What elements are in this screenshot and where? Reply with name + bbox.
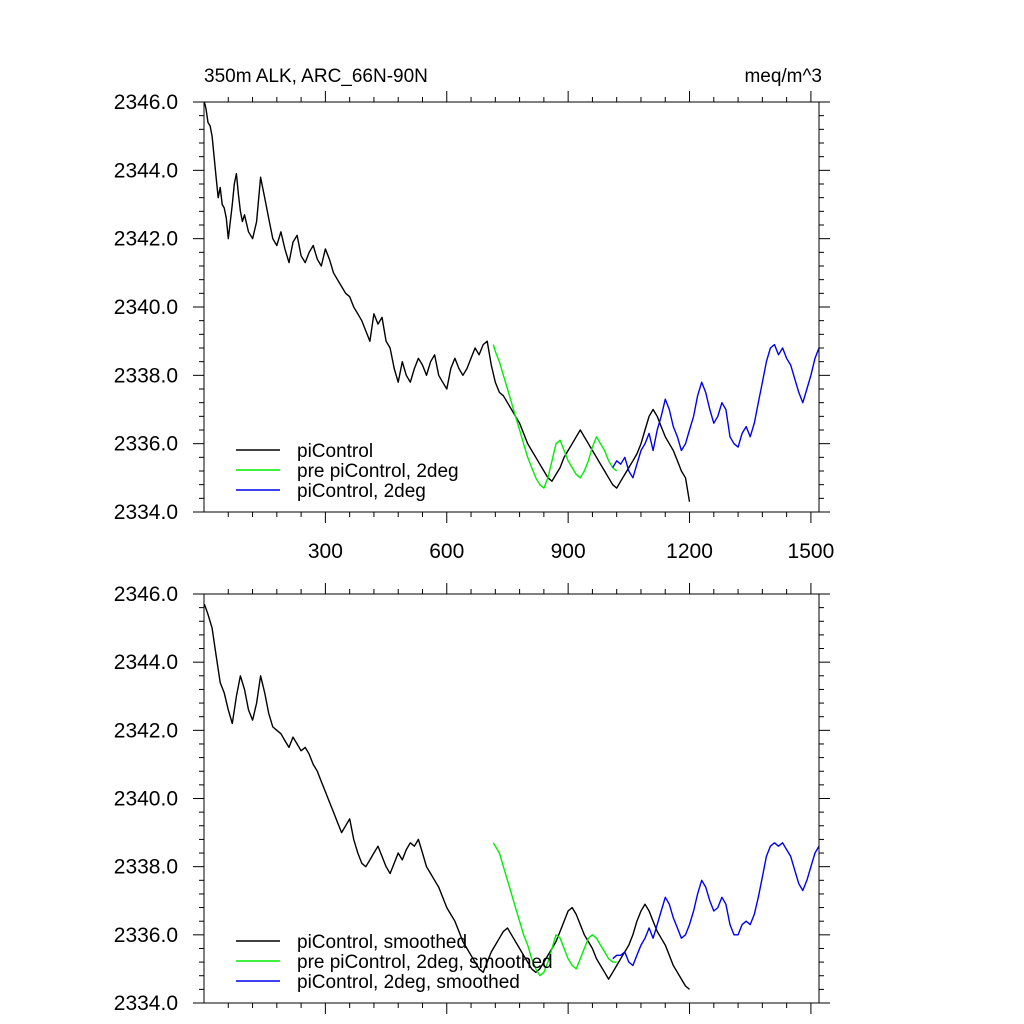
y-tick-label: 2336.0: [114, 433, 178, 456]
series-line: [492, 842, 617, 977]
legend-label: piControl, 2deg: [297, 481, 426, 502]
axis-ticks: 300 600 900 1200 1500 2334.0 2336.0 2338.0 2340.…: [114, 91, 835, 563]
y-tick-label: 2344.0: [114, 159, 178, 182]
y-tick-label: 2334.0: [114, 501, 178, 524]
plot-frame: [203, 593, 820, 1004]
legend-label: piControl: [297, 441, 373, 462]
y-tick-label: 2342.0: [114, 719, 178, 742]
units-label: meq/m^3: [744, 66, 822, 87]
plot-frame: [203, 101, 820, 513]
x-tick-label: 1200: [666, 540, 713, 563]
y-tick-label: 2340.0: [114, 788, 178, 811]
legend-label: pre piControl, 2deg: [297, 461, 459, 482]
series-lines: [203, 603, 820, 990]
chart-title: 350m ALK, ARC_66N-90N: [204, 66, 428, 87]
y-tick-label: 2346.0: [114, 583, 178, 606]
y-tick-label: 2338.0: [114, 364, 178, 387]
x-tick-label: 600: [429, 540, 464, 563]
legend-label: pre piControl, 2deg, smoothed: [297, 952, 553, 973]
y-tick-label: 2346.0: [114, 91, 178, 114]
smoothed-timeseries-panel: 2334.0 2336.0 2338.0 2340.0 2342.0 2344.0 2346…: [114, 583, 830, 1015]
x-tick-label: 1500: [788, 540, 835, 563]
x-tick-label: 300: [308, 540, 343, 563]
y-tick-label: 2336.0: [114, 924, 178, 947]
x-tick-label: 900: [551, 540, 586, 563]
series-lines: [203, 101, 820, 502]
series-line: [612, 343, 820, 479]
legend-label: piControl, 2deg, smoothed: [297, 972, 520, 993]
y-tick-label: 2342.0: [114, 228, 178, 251]
series-line: [492, 344, 618, 489]
axis-ticks: 2334.0 2336.0 2338.0 2340.0 2342.0 2344.0 2346…: [114, 583, 830, 1015]
y-tick-label: 2334.0: [114, 992, 178, 1015]
y-tick-label: 2340.0: [114, 296, 178, 319]
y-tick-label: 2344.0: [114, 651, 178, 674]
legend-label: piControl, smoothed: [297, 932, 467, 953]
raw-timeseries-panel: 350m ALK, ARC_66N-90N meq/m^3 300 600 900 1…: [114, 66, 835, 563]
series-line: [203, 101, 691, 502]
y-tick-label: 2338.0: [114, 856, 178, 879]
series-line: [203, 603, 690, 990]
series-line: [612, 842, 820, 967]
